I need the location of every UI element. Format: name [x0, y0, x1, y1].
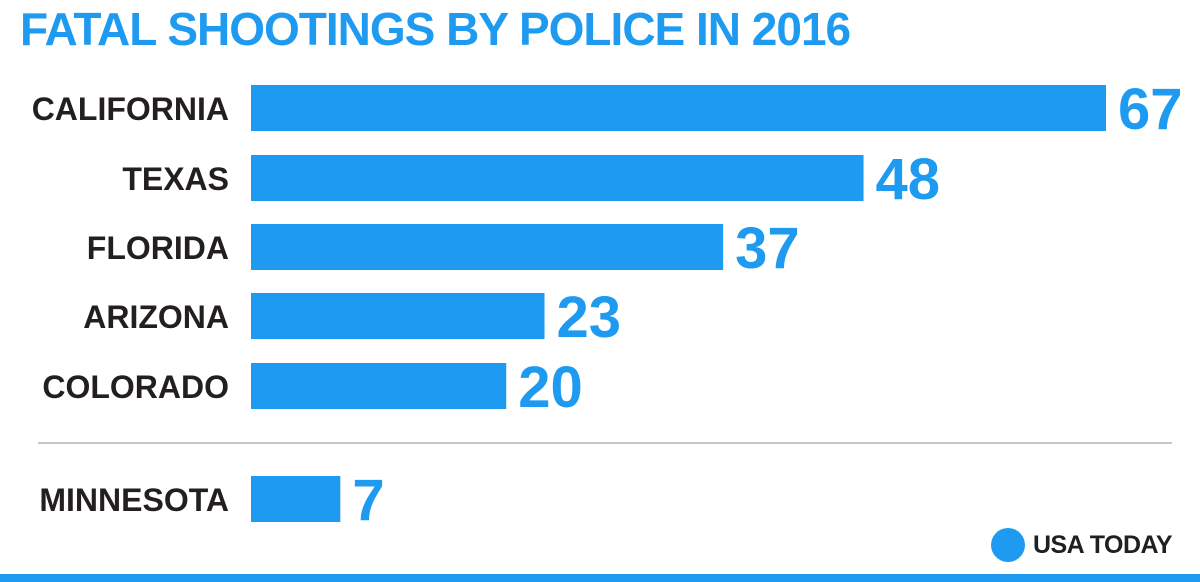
chart-title: FATAL SHOOTINGS BY POLICE IN 2016 [20, 3, 851, 55]
bar-texas-bar [251, 155, 864, 201]
bar-florida-value-label: 37 [735, 216, 800, 281]
bar-texas-value-label: 48 [876, 147, 941, 212]
bar-colorado-value-label: 20 [518, 355, 583, 420]
bar-california-value-label: 67 [1118, 77, 1183, 142]
logo-text: USA TODAY [1032, 530, 1173, 559]
bar-arizona-bar [251, 293, 545, 339]
bar-california-label: CALIFORNIA [32, 91, 229, 127]
bar-arizona-value-label: 23 [557, 285, 622, 350]
bar-texas-label: TEXAS [122, 161, 229, 197]
highlight-bar [251, 476, 341, 522]
logo-dot-icon [990, 528, 1025, 562]
bar-florida-label: FLORIDA [87, 230, 229, 266]
usa-today-logo: USA TODAY [990, 528, 1173, 562]
bar-florida-bar [251, 224, 724, 270]
bar-california-bar [251, 85, 1106, 131]
bottom-accent-bar [0, 574, 1200, 582]
highlight-value-label: 7 [352, 468, 384, 533]
highlight-label: MINNESOTA [39, 482, 229, 518]
bar-arizona-label: ARIZONA [83, 299, 229, 335]
bar-colorado-bar [251, 363, 507, 409]
bar-colorado-label: COLORADO [42, 369, 229, 405]
